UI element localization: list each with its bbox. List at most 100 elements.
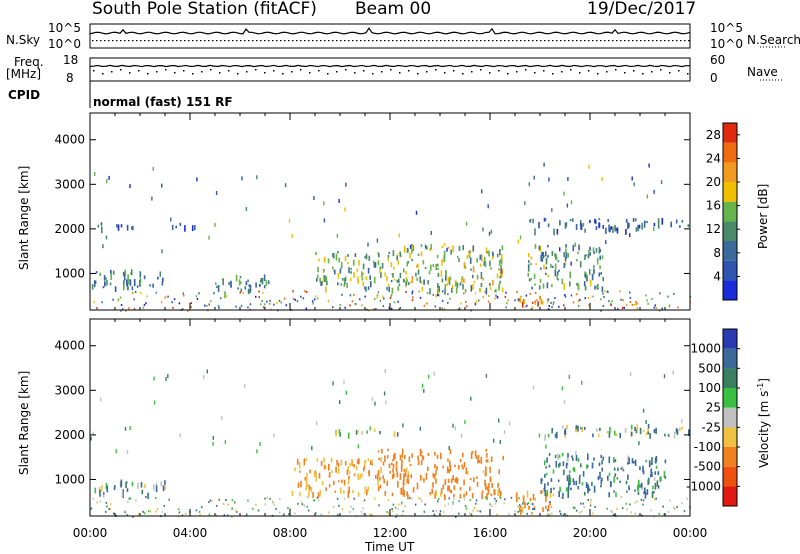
velocity-clutter-cell bbox=[301, 503, 304, 506]
power-clutter-cell bbox=[133, 298, 135, 301]
power-scatter-cell bbox=[490, 229, 493, 234]
power-clutter-cell bbox=[525, 294, 528, 297]
power-scatter-cell bbox=[563, 191, 565, 196]
power-cell bbox=[120, 224, 123, 228]
velocity-colorbar-label: -100 bbox=[694, 440, 721, 454]
power-cell bbox=[388, 251, 390, 254]
power-clutter-cell bbox=[258, 290, 260, 293]
nave-dot bbox=[111, 71, 113, 73]
power-clutter-cell bbox=[621, 306, 624, 309]
velocity-cell bbox=[448, 485, 450, 490]
velocity-cell bbox=[534, 497, 537, 501]
velocity-cell bbox=[338, 429, 341, 435]
velocity-cell bbox=[481, 492, 483, 500]
power-cell bbox=[528, 278, 531, 282]
velocity-scatter-cell bbox=[568, 374, 570, 379]
nsearch-dot bbox=[424, 40, 426, 42]
velocity-clutter-cell bbox=[401, 514, 403, 517]
velocity-cell bbox=[407, 478, 410, 485]
velocity-cell bbox=[440, 452, 442, 460]
power-cell bbox=[110, 269, 112, 274]
velocity-clutter-cell bbox=[452, 501, 454, 504]
power-colorbar-segment bbox=[723, 201, 737, 222]
nave-dot bbox=[219, 72, 221, 74]
nsearch-dot bbox=[188, 40, 190, 42]
power-cell bbox=[127, 278, 130, 285]
power-clutter-cell bbox=[441, 290, 444, 293]
power-cell bbox=[530, 256, 533, 260]
power-scatter-cell bbox=[588, 164, 590, 169]
nsearch-dot bbox=[476, 40, 478, 42]
power-clutter-cell bbox=[359, 298, 361, 301]
velocity-cell bbox=[383, 478, 385, 484]
nave-dot bbox=[570, 69, 572, 71]
power-cell bbox=[123, 285, 125, 291]
nave-dot bbox=[624, 72, 626, 74]
velocity-cell bbox=[577, 457, 580, 463]
power-cell bbox=[391, 287, 394, 294]
velocity-clutter-cell bbox=[129, 497, 132, 500]
power-cell bbox=[554, 263, 557, 270]
velocity-cell bbox=[435, 478, 437, 484]
power-cell bbox=[534, 228, 536, 236]
nave-dot bbox=[660, 69, 662, 71]
velocity-clutter-cell bbox=[245, 513, 248, 516]
power-cell bbox=[607, 219, 609, 222]
power-cell bbox=[94, 280, 97, 284]
power-clutter-cell bbox=[182, 308, 184, 310]
velocity-cell bbox=[318, 492, 321, 498]
power-clutter-cell bbox=[659, 292, 661, 295]
power-cell bbox=[399, 272, 402, 279]
nsearch-dot bbox=[628, 40, 630, 42]
power-cell bbox=[261, 277, 264, 285]
velocity-cell bbox=[607, 475, 609, 481]
velocity-clutter-cell bbox=[288, 513, 290, 515]
velocity-cell bbox=[581, 426, 583, 433]
power-clutter-cell bbox=[504, 295, 507, 298]
velocity-cell bbox=[387, 448, 389, 452]
velocity-scatter-cell bbox=[509, 421, 511, 426]
velocity-cell bbox=[334, 490, 336, 493]
velocity-clutter-cell bbox=[409, 497, 411, 500]
velocity-cell bbox=[343, 479, 346, 486]
nsearch-dot bbox=[572, 40, 574, 42]
power-scatter-cell bbox=[313, 196, 315, 200]
velocity-scatter-cell bbox=[129, 426, 131, 431]
velocity-cell bbox=[653, 490, 655, 494]
velocity-scatter-cell bbox=[642, 408, 645, 413]
velocity-cell bbox=[633, 461, 635, 464]
velocity-cell bbox=[575, 425, 578, 430]
velocity-clutter-cell bbox=[313, 499, 316, 502]
nsearch-dot bbox=[180, 40, 182, 42]
power-clutter-cell bbox=[190, 306, 192, 309]
nsearch-dot bbox=[220, 40, 222, 42]
velocity-cell bbox=[544, 489, 547, 497]
power-clutter-cell bbox=[383, 297, 385, 300]
velocity-clutter-cell bbox=[90, 507, 93, 510]
velocity-cell bbox=[402, 479, 405, 486]
velocity-cell bbox=[420, 462, 423, 465]
power-cell bbox=[318, 258, 320, 262]
station-title: South Pole Station (fitACF) bbox=[92, 0, 317, 19]
power-cell bbox=[484, 261, 487, 268]
power-cell bbox=[116, 224, 118, 228]
velocity-clutter-cell bbox=[489, 503, 491, 506]
velocity-clutter-cell bbox=[395, 515, 397, 518]
power-clutter-cell bbox=[120, 304, 123, 306]
power-clutter-cell bbox=[449, 297, 451, 300]
power-cell bbox=[344, 255, 347, 262]
velocity-cell bbox=[619, 432, 621, 439]
power-scatter-cell bbox=[570, 200, 573, 205]
velocity-cell bbox=[450, 490, 452, 494]
nsearch-dot bbox=[104, 40, 106, 42]
velocity-clutter-cell bbox=[123, 510, 126, 513]
velocity-scatter-cell bbox=[357, 444, 359, 449]
power-cell bbox=[237, 287, 239, 290]
velocity-cell bbox=[497, 485, 499, 488]
velocity-clutter-cell bbox=[583, 506, 585, 509]
velocity-cell bbox=[448, 469, 450, 473]
power-cell bbox=[259, 283, 261, 287]
velocity-cell bbox=[310, 486, 313, 493]
nsearch-dot bbox=[680, 40, 682, 42]
